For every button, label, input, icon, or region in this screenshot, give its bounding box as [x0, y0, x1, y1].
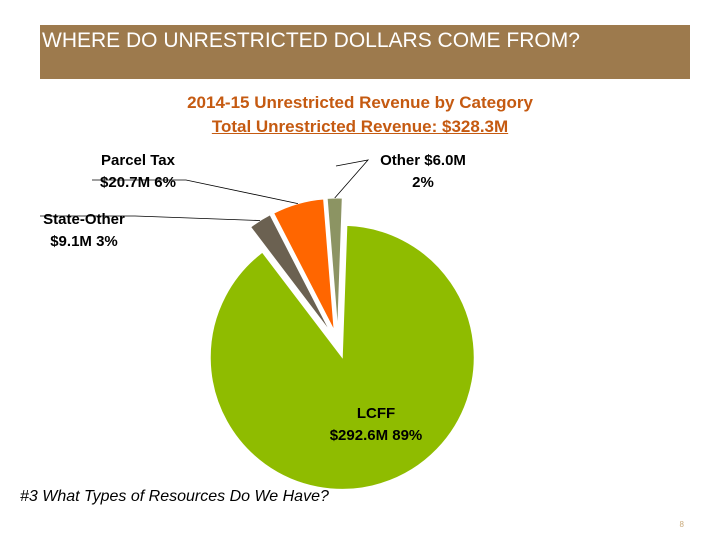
slice-label-name: Other $6.0M — [380, 152, 466, 169]
banner-title: WHERE DO UNRESTRICTED DOLLARS COME FROM? — [42, 29, 580, 52]
slice-label-value: $20.7M 6% — [100, 174, 176, 191]
chart-title: 2014-15 Unrestricted Revenue by Category — [187, 93, 533, 112]
slice-label-value: $292.6M 89% — [330, 427, 423, 444]
slice-label-name: Parcel Tax — [101, 152, 176, 169]
leader-line — [40, 215, 261, 221]
leader-line — [334, 159, 370, 199]
slice-label-value: $9.1M 3% — [50, 233, 118, 250]
footer-text: #3 What Types of Resources Do We Have? — [20, 488, 329, 505]
title-banner: WHERE DO UNRESTRICTED DOLLARS COME FROM? — [40, 25, 690, 79]
pie-slice-lcff — [209, 224, 475, 490]
chart-subtitle: Total Unrestricted Revenue: $328.3M — [211, 117, 509, 136]
slice-label-name: State-Other — [43, 211, 125, 228]
slice-label-name: LCFF — [357, 405, 395, 422]
leader-line — [92, 179, 299, 204]
pie-slice-other — [326, 197, 343, 331]
slice-label-value: 2% — [412, 174, 434, 191]
pie-slice-state-other — [249, 214, 331, 333]
page-number: 8 — [679, 520, 684, 529]
